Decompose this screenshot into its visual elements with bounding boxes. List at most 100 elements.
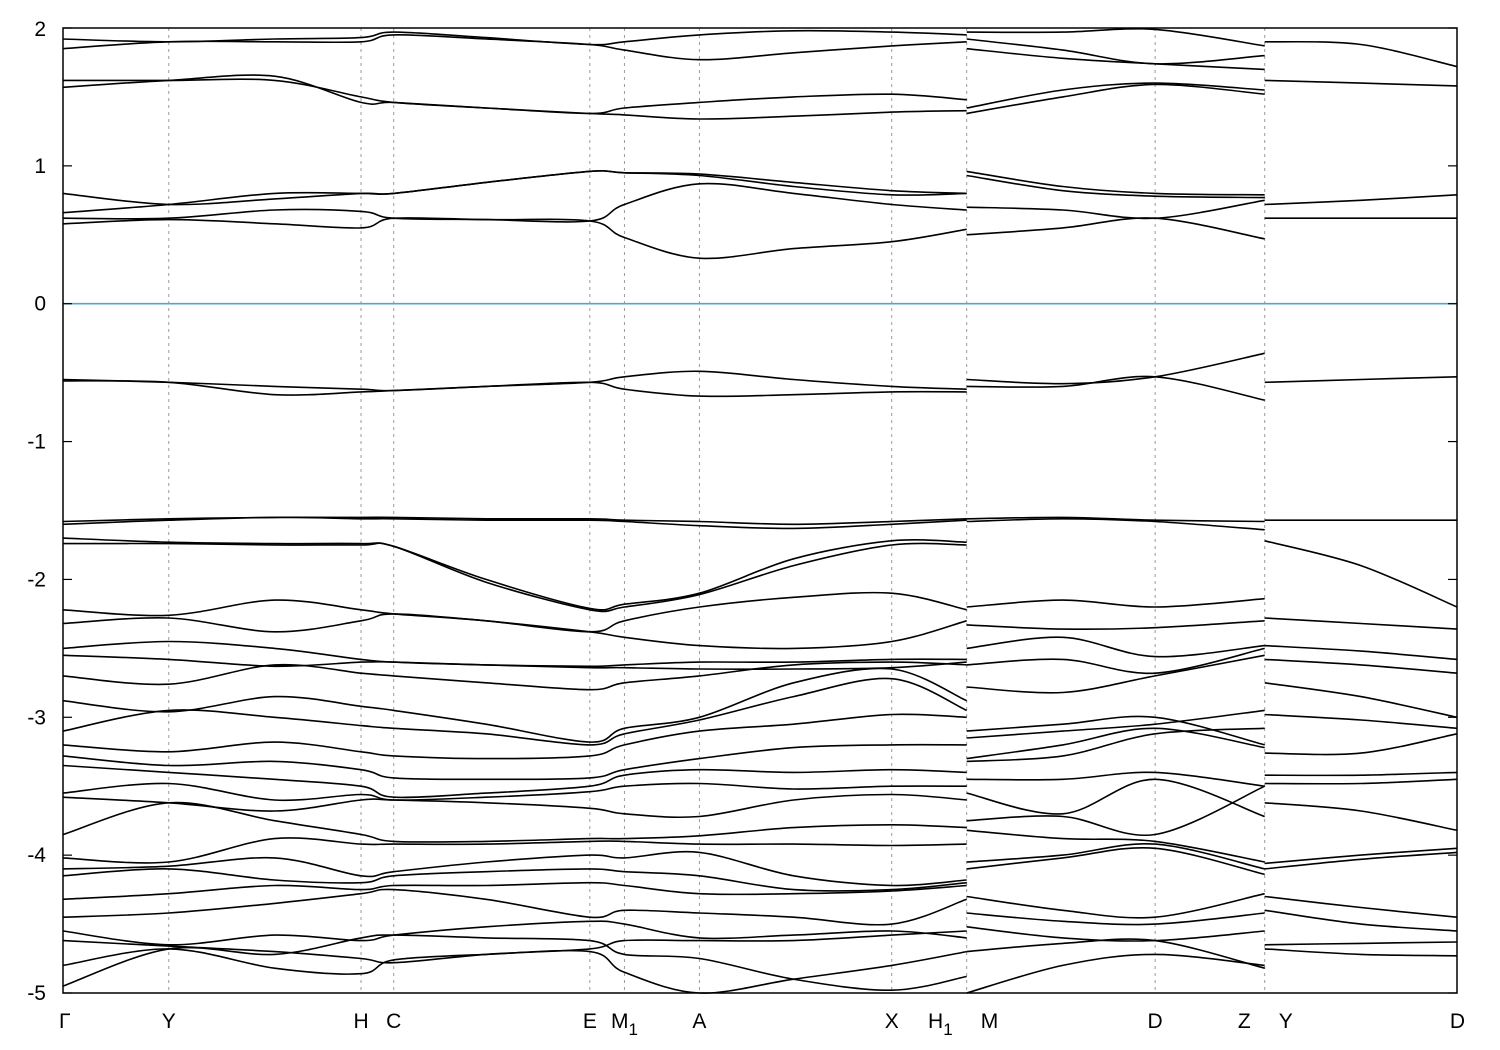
band-line: [966, 727, 1265, 763]
band-line: [966, 892, 1265, 919]
band-line: [966, 636, 1265, 658]
band-line: [62, 34, 967, 61]
band-line: [1264, 733, 1458, 756]
band-line: [62, 537, 967, 611]
band-line: [62, 170, 967, 214]
band-line: [966, 170, 1265, 196]
band-line: [1264, 658, 1458, 674]
y-tick-label: -5: [27, 982, 46, 1005]
band-line: [1264, 376, 1458, 384]
band-line: [1264, 851, 1458, 870]
band-line: [62, 793, 967, 819]
kpoint-label: M1: [611, 1010, 638, 1039]
kpoint-label: A: [692, 1010, 706, 1033]
band-line: [966, 47, 1265, 71]
y-tick-label: 0: [34, 293, 46, 316]
band-line: [966, 38, 1265, 65]
band-line: [1264, 909, 1458, 932]
band-line: [1264, 194, 1458, 206]
band-line: [62, 516, 967, 530]
kpoint-label: Y: [162, 1010, 176, 1033]
band-line: [966, 27, 1265, 47]
band-line: [966, 199, 1265, 220]
axis-ticks: [63, 27, 1457, 994]
band-line: [966, 709, 1265, 739]
band-line: [966, 375, 1265, 401]
kpoint-label: X: [885, 1010, 899, 1033]
band-line: [62, 837, 967, 864]
band-line: [1264, 771, 1458, 777]
band-line: [1264, 778, 1458, 785]
band-line: [966, 926, 1265, 942]
plot-frame: [62, 27, 1458, 994]
band-line: [1264, 847, 1458, 865]
band-line: [966, 771, 1265, 787]
y-tick-label: -1: [27, 431, 46, 454]
band-line: [966, 217, 1265, 240]
band-line: [1264, 540, 1458, 608]
band-line: [62, 888, 967, 926]
band-line: [966, 846, 1265, 876]
band-line: [62, 868, 967, 892]
kpoint-label: H1: [928, 1010, 953, 1039]
band-line: [62, 677, 968, 746]
kpoint-label: Z: [1238, 1010, 1251, 1033]
band-line: [62, 591, 967, 633]
band-line: [1264, 802, 1458, 832]
band-line: [62, 764, 967, 799]
band-lines: [62, 27, 1458, 994]
kpoint-label: E: [583, 1010, 597, 1033]
band-line: [62, 801, 967, 843]
band-line: [62, 380, 967, 398]
band-line: [62, 370, 967, 392]
band-line: [1264, 79, 1458, 87]
y-tick-label: 1: [34, 155, 46, 178]
band-line: [966, 938, 1265, 969]
band-line: [1264, 713, 1458, 730]
band-line: [1264, 895, 1458, 918]
band-line: [1264, 40, 1458, 68]
band-line: [966, 83, 1265, 115]
band-line: [966, 647, 1265, 675]
band-line: [62, 713, 967, 760]
band-line: [62, 667, 968, 743]
band-line: [1264, 941, 1458, 946]
band-line: [62, 613, 967, 650]
band-line: [62, 948, 967, 994]
band-line: [62, 542, 967, 613]
band-line: [966, 174, 1265, 199]
x-tick-labels: Γ Y H C E M1 A X H1 M D Z Y D: [59, 1010, 1465, 1039]
band-line: [1264, 644, 1458, 661]
band-line: [966, 516, 1265, 523]
band-line: [966, 715, 1265, 746]
y-tick-label: 2: [34, 18, 46, 41]
y-tick-label: -4: [27, 844, 46, 867]
band-line: [62, 743, 967, 781]
band-line: [966, 785, 1266, 837]
band-line: [62, 930, 967, 964]
band-line: [62, 74, 967, 120]
band-line: [62, 661, 967, 691]
band-line: [966, 829, 1265, 863]
y-tick-label: -3: [27, 706, 46, 729]
kpoint-label: M: [981, 1010, 999, 1033]
band-line: [62, 934, 967, 992]
band-line: [966, 654, 1265, 694]
band-line: [62, 782, 967, 802]
kpoint-label: Γ: [59, 1010, 71, 1033]
band-line: [62, 170, 967, 206]
band-line: [1264, 617, 1458, 630]
band-line: [1264, 682, 1458, 719]
band-line: [62, 850, 967, 887]
kpoint-label: D: [1450, 1010, 1465, 1033]
band-line: [62, 182, 967, 223]
kpoint-grid-lines: [168, 28, 1266, 993]
band-line: [62, 29, 967, 46]
band-line: [966, 597, 1265, 608]
kpoint-label: Y: [1279, 1010, 1293, 1033]
band-line: [966, 778, 1265, 818]
band-line: [62, 654, 967, 671]
y-tick-label: -2: [27, 568, 46, 591]
band-line: [62, 881, 967, 901]
